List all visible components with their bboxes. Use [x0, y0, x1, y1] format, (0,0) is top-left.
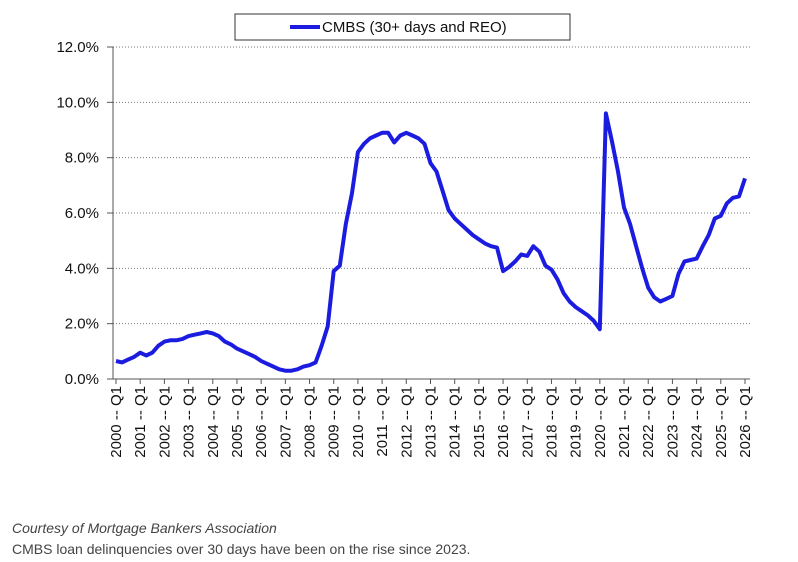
y-tick-label: 12.0%	[56, 39, 99, 56]
x-tick-label: 2005 -- Q1	[229, 386, 246, 458]
x-tick-label: 2024 -- Q1	[689, 386, 706, 458]
y-tick-label: 4.0%	[65, 260, 99, 277]
series-line	[115, 111, 747, 373]
y-tick-label: 6.0%	[65, 205, 99, 222]
x-tick-label: 2014 -- Q1	[447, 386, 464, 458]
x-tick-label: 2016 -- Q1	[495, 386, 512, 458]
x-tick-label: 2000 -- Q1	[108, 386, 125, 458]
caption: CMBS loan delinquencies over 30 days hav…	[12, 541, 471, 557]
x-tick-label: 2008 -- Q1	[302, 386, 319, 458]
x-tick-label: 2021 -- Q1	[616, 386, 633, 458]
x-tick-label: 2025 -- Q1	[713, 386, 730, 458]
x-tick-label: 2001 -- Q1	[132, 386, 149, 458]
x-tick-label: 2018 -- Q1	[543, 386, 560, 458]
x-tick-label: 2003 -- Q1	[181, 386, 198, 458]
x-tick-label: 2019 -- Q1	[568, 386, 585, 458]
legend-label: CMBS (30+ days and REO)	[322, 19, 507, 36]
y-tick-label: 2.0%	[65, 316, 99, 333]
y-tick-label: 0.0%	[65, 371, 99, 388]
x-tick-label: 2020 -- Q1	[592, 386, 609, 458]
x-tick-label: 2007 -- Q1	[277, 386, 294, 458]
y-tick-label: 10.0%	[56, 94, 99, 111]
x-tick-label: 2011 -- Q1	[374, 386, 391, 457]
source-note: Courtesy of Mortgage Bankers Association	[12, 520, 277, 536]
x-tick-label: 2009 -- Q1	[326, 386, 343, 458]
x-tick-label: 2023 -- Q1	[664, 386, 681, 458]
x-tick-label: 2022 -- Q1	[640, 386, 657, 458]
x-tick-label: 2017 -- Q1	[519, 386, 536, 458]
y-tick-label: 8.0%	[65, 150, 99, 167]
x-tick-label: 2015 -- Q1	[471, 386, 488, 458]
x-tick-label: 2026 -- Q1	[737, 386, 754, 458]
x-tick-label: 2004 -- Q1	[205, 386, 222, 458]
x-tick-label: 2013 -- Q1	[423, 386, 440, 458]
x-tick-label: 2002 -- Q1	[156, 386, 173, 458]
x-tick-label: 2012 -- Q1	[398, 386, 415, 458]
x-tick-label: 2010 -- Q1	[350, 386, 367, 458]
chart: 0.0% 2.0% 4.0% 6.0% 8.0% 10.0% 12.0% 2000 -- Q1…	[56, 13, 754, 458]
x-tick-label: 2006 -- Q1	[253, 386, 270, 458]
